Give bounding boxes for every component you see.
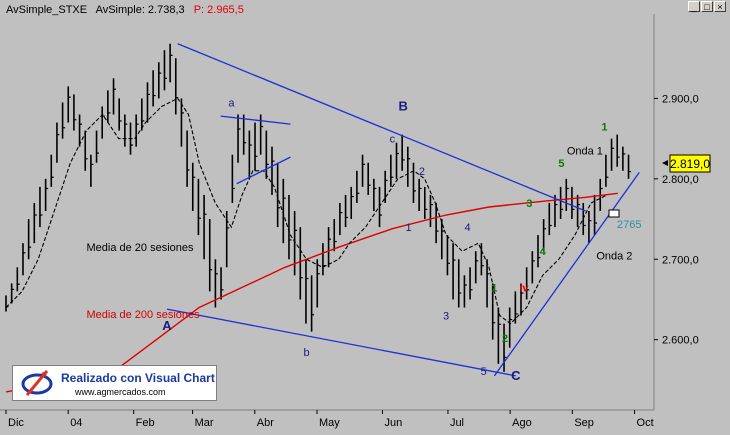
x-tick-label: Oct xyxy=(637,417,654,429)
moving-averages xyxy=(5,97,618,393)
annotation-wave: 1 xyxy=(405,222,411,234)
y-tick-label: 2.900,0 xyxy=(662,93,699,105)
annotation-wave: c xyxy=(390,134,396,146)
y-tick-label: 2.800,0 xyxy=(662,174,699,186)
trendline-triangle-top xyxy=(220,115,291,125)
legend-prefix: AvSimple_STXE xyxy=(6,4,87,16)
annotation-label: Onda 1 xyxy=(567,146,603,158)
visual-chart-badge: Realizado con Visual Chart www.agmercado… xyxy=(12,365,217,401)
annotation-red: iv xyxy=(519,282,529,294)
x-tick-label: Sep xyxy=(574,417,594,429)
x-tick-label: Feb xyxy=(136,417,155,429)
last-price-pointer-icon xyxy=(662,160,668,166)
logo-url: www.agmercados.com xyxy=(75,387,166,397)
ma200-line xyxy=(5,192,618,393)
maximize-icon: □ xyxy=(704,2,710,12)
annotation-wave-major: C xyxy=(511,368,521,383)
annotation-green: 5 xyxy=(558,158,564,170)
minimize-button[interactable]: _ xyxy=(688,1,700,12)
annotation-green: 1 xyxy=(491,282,497,294)
last-price-box xyxy=(669,154,711,173)
annotation-wave: b xyxy=(303,347,309,359)
annotation-wave: 3 xyxy=(443,311,449,323)
visual-chart-logo-icon xyxy=(21,370,53,396)
maximize-button[interactable]: □ xyxy=(701,1,713,12)
close-icon: × xyxy=(717,2,723,12)
x-tick-label: May xyxy=(319,417,340,429)
annotation-label: Onda 2 xyxy=(596,250,632,262)
annotation-wave: 4 xyxy=(464,222,470,234)
x-tick-label: Abr xyxy=(257,417,274,429)
minimize-icon: _ xyxy=(691,2,697,12)
x-tick-label: 04 xyxy=(70,417,82,429)
annotation-wave-major: B xyxy=(398,98,407,113)
x-tick-label: Jun xyxy=(384,417,402,429)
last-price-label: 2.819,0 xyxy=(670,157,710,171)
annotation-wave-major: A xyxy=(162,318,172,333)
level-label: 2765 xyxy=(617,219,641,231)
x-tick-label: Ago xyxy=(512,417,532,429)
x-axis-ticks: Dic 04 Feb Mar Abr May Jun Jul Ago Sep Oct xyxy=(5,410,654,429)
annotation-ma20-label: Media de 20 sesiones xyxy=(87,242,195,254)
x-tick-label: Jul xyxy=(450,417,464,429)
y-tick-label: 2.600,0 xyxy=(662,335,699,347)
legend-value: AvSimple: 2.738,3 xyxy=(96,4,185,16)
legend-price: P: 2.965,5 xyxy=(194,4,244,16)
trendlines xyxy=(166,43,640,377)
annotation-green: 4 xyxy=(540,246,547,258)
trendline-triangle-bottom xyxy=(236,156,291,185)
annotation-green: 1 xyxy=(601,122,607,134)
annotation-ma200-label: Media de 200 sesiones xyxy=(87,309,201,321)
ma20-line xyxy=(5,97,608,325)
annotation-green: 2 xyxy=(502,333,508,345)
price-bars xyxy=(5,43,632,372)
annotation-wave: 5 xyxy=(481,366,487,378)
legend-top: AvSimple_STXE AvSimple: 2.738,3 P: 2.965… xyxy=(6,4,244,16)
annotation-wave: 2 xyxy=(419,166,425,178)
trendline-uptrend-support xyxy=(493,172,640,377)
y-axis-ticks: 2.900,0 2.800,0 2.700,0 2.600,0 xyxy=(654,93,699,347)
annotation-green: 3 xyxy=(526,198,532,210)
close-button[interactable]: × xyxy=(714,1,726,12)
logo-title: Realizado con Visual Chart xyxy=(61,371,215,385)
annotation-wave: a xyxy=(228,97,235,109)
trendline-lower-channel xyxy=(166,308,516,377)
x-tick-label: Mar xyxy=(195,417,214,429)
trendline-upper-channel xyxy=(177,43,586,212)
level-marker xyxy=(608,209,620,218)
annotations: a Bc 2 1 4 3 5 C Ab 1 2 3 4 5 1 iv Onda 1 Onda 2 Media de … xyxy=(87,97,633,382)
x-tick-label: Dic xyxy=(8,417,24,429)
y-tick-label: 2.700,0 xyxy=(662,254,699,266)
